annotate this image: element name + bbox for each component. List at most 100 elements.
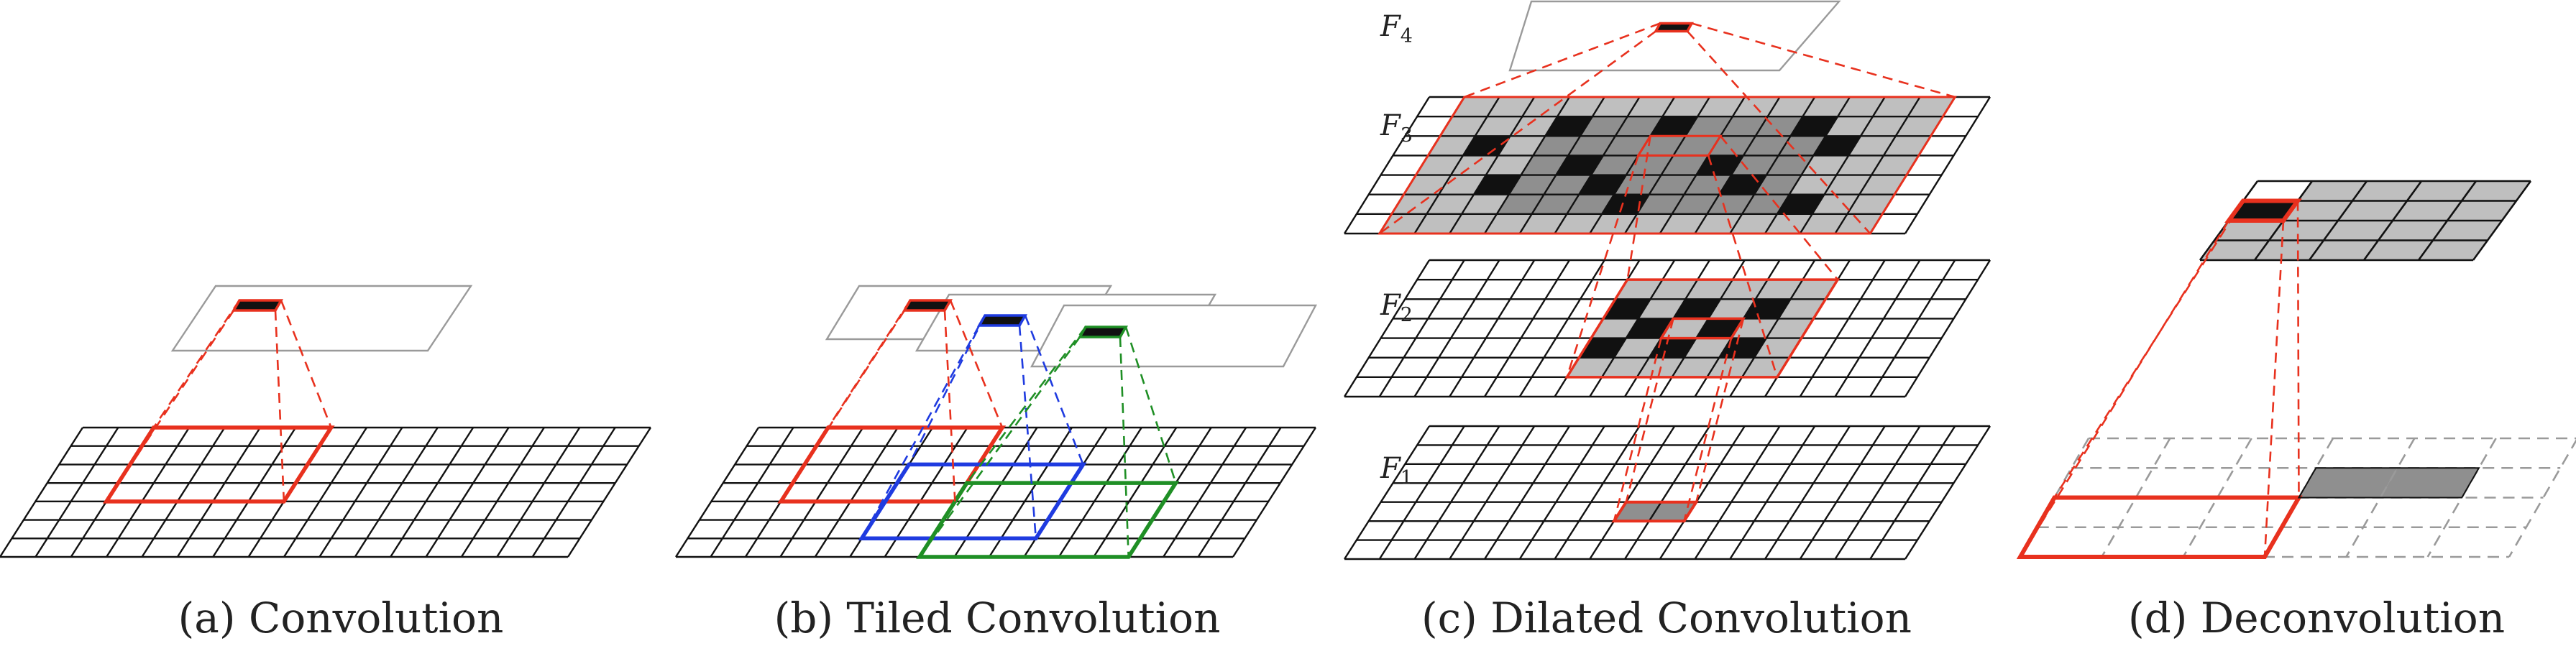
output-grid-cell bbox=[2352, 181, 2421, 201]
f2-grid-cell bbox=[1579, 338, 1626, 358]
output-unit bbox=[231, 299, 284, 312]
field-lines-red-edge bbox=[949, 300, 1004, 428]
f3-f2-line bbox=[1566, 155, 1639, 378]
input-grid-vline bbox=[1058, 427, 1142, 558]
f3-grid-cell bbox=[1545, 116, 1592, 137]
panel-dilated-convolution bbox=[1343, 0, 1991, 560]
f2-grid-cell bbox=[1685, 280, 1733, 300]
f4-f3-lines-edge bbox=[1687, 30, 1871, 234]
f3-grid-cell bbox=[1742, 194, 1789, 214]
f3-grid-cell bbox=[1439, 175, 1486, 195]
f3-grid-cell bbox=[1603, 136, 1651, 156]
f3-grid-cell bbox=[1848, 136, 1896, 156]
f3-grid-cell bbox=[1707, 194, 1754, 214]
f2-grid-vline bbox=[1799, 259, 1886, 397]
f2-grid-vline bbox=[1729, 259, 1816, 397]
f3-grid-cell bbox=[1813, 136, 1861, 156]
f3-grid-cell bbox=[1802, 97, 1850, 117]
f3-grid-cell bbox=[1522, 97, 1569, 117]
upsampled-grid-vline bbox=[2101, 438, 2171, 558]
f2-grid-cell bbox=[1696, 318, 1743, 338]
f3-grid-cell bbox=[1696, 155, 1743, 175]
f3-f2-line bbox=[1720, 135, 1839, 280]
f3-grid-cell bbox=[1661, 155, 1709, 175]
f1-grid-cell bbox=[1614, 502, 1661, 522]
f3-grid-cell bbox=[1719, 175, 1766, 195]
f3-grid-cell bbox=[1743, 136, 1791, 156]
output-grid-cell bbox=[2283, 200, 2352, 221]
f3-grid-cell bbox=[1649, 175, 1697, 195]
f3-grid-vline bbox=[1518, 96, 1605, 234]
deconv-field-line bbox=[2053, 200, 2245, 499]
f2-grid-vline bbox=[1659, 259, 1746, 397]
f3-grid-cell bbox=[1452, 97, 1500, 117]
field-lines-blue-edge bbox=[1024, 315, 1084, 465]
f4-f3-lines-edge bbox=[1691, 22, 1956, 98]
output-grid-cell bbox=[2447, 200, 2516, 221]
output-grid-cell bbox=[2338, 200, 2407, 221]
f3-grid-cell bbox=[1835, 213, 1883, 234]
output-grid-cell bbox=[2214, 221, 2283, 241]
upsampled-grid-vline bbox=[2182, 438, 2252, 558]
field-lines-blue-edge bbox=[1018, 325, 1037, 539]
output-grid-cell bbox=[2407, 181, 2476, 201]
f3-grid-cell bbox=[1416, 155, 1463, 175]
f4-f3-lines-edge bbox=[1464, 22, 1661, 98]
input-grid-vline bbox=[283, 427, 368, 558]
f2-grid bbox=[1343, 259, 1991, 398]
output-grid-cell bbox=[2393, 200, 2462, 221]
f1-grid-vline bbox=[1869, 425, 1956, 560]
f2-grid-cell bbox=[1766, 318, 1814, 338]
f3-grid-cell bbox=[1730, 213, 1777, 234]
f3-grid-cell bbox=[1521, 155, 1569, 175]
f3-grid-cell bbox=[1567, 194, 1614, 214]
f2-grid-cell bbox=[1673, 299, 1720, 319]
f3-grid-cell bbox=[1847, 194, 1894, 214]
f3-grid-cell bbox=[1485, 155, 1534, 175]
f3-grid-vline bbox=[1554, 96, 1641, 234]
f1-grid-vline bbox=[1413, 425, 1500, 560]
f3-grid-vline bbox=[1449, 96, 1536, 234]
f3-grid-cell bbox=[1636, 194, 1685, 214]
f3-grid-vline bbox=[1343, 96, 1431, 234]
output-grid bbox=[2199, 180, 2532, 262]
f3-grid-cell bbox=[1580, 116, 1628, 137]
output-grid-cell bbox=[2419, 240, 2488, 260]
f3-f2-line bbox=[1626, 136, 1651, 280]
f3-grid-cell bbox=[1602, 194, 1649, 214]
input-grid-vline bbox=[953, 427, 1038, 558]
input-grid-vline bbox=[496, 427, 581, 558]
f3-grid-cell bbox=[1767, 97, 1815, 117]
caption-tiled-convolution: (b) Tiled Convolution bbox=[774, 594, 1221, 642]
input-grid-vline bbox=[354, 427, 439, 558]
input-grid-vline bbox=[1163, 427, 1247, 558]
f2-grid-cell bbox=[1672, 357, 1720, 377]
f3-grid-cell bbox=[1462, 136, 1511, 156]
input-grid-vline bbox=[318, 427, 403, 558]
f2-grid-cell bbox=[1638, 299, 1686, 319]
f3-grid-cell bbox=[1440, 116, 1488, 137]
input-grid-vline bbox=[531, 427, 616, 558]
f3-grid-cell bbox=[1531, 194, 1580, 214]
caption-convolution: (a) Convolution bbox=[178, 594, 504, 642]
f2-f1-line bbox=[1613, 338, 1662, 522]
f3-grid-cell bbox=[1861, 116, 1908, 137]
f3-grid-vline bbox=[1764, 96, 1851, 234]
input-grid-vline bbox=[425, 427, 510, 558]
f3-grid-vline bbox=[1694, 96, 1781, 234]
field-lines-green-edge bbox=[1119, 336, 1129, 558]
f3-grid-cell bbox=[1672, 194, 1720, 214]
f3-grid-vline bbox=[1589, 96, 1676, 234]
f3-grid-cell bbox=[1556, 155, 1603, 175]
f3-grid-cell bbox=[1895, 116, 1943, 137]
f3-grid-cell bbox=[1626, 155, 1674, 175]
input-grid-vline bbox=[814, 427, 899, 558]
f3-grid-cell bbox=[1590, 213, 1637, 234]
output-plane bbox=[170, 285, 473, 352]
input-grid-vline bbox=[35, 427, 119, 558]
f1-grid-vline bbox=[1764, 425, 1851, 560]
f3-grid-cell bbox=[1766, 155, 1814, 175]
f3-grid-cell bbox=[1789, 175, 1837, 195]
f3-grid-cell bbox=[1824, 175, 1872, 195]
